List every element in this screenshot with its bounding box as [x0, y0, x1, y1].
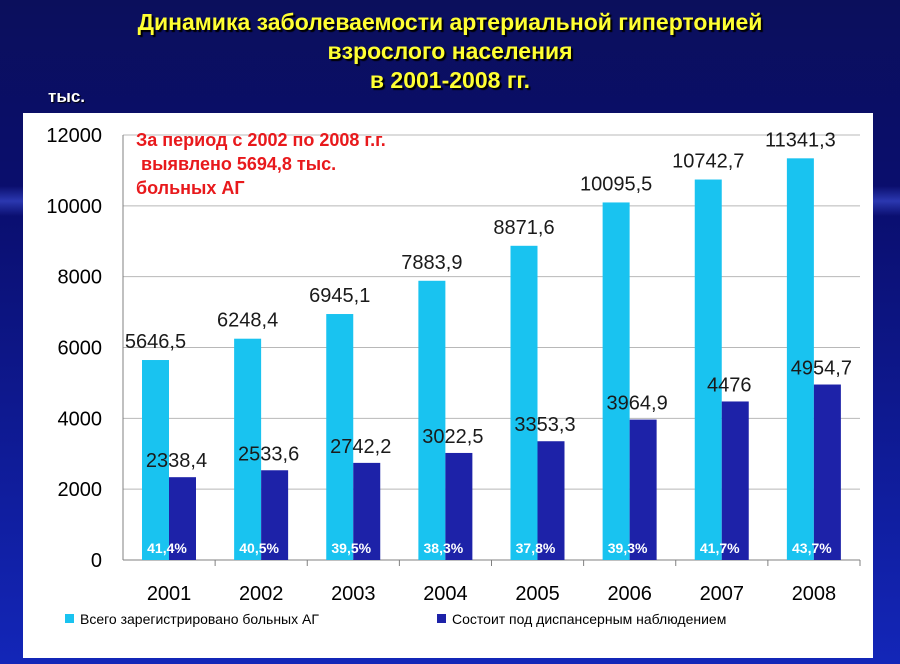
x-tick-label: 2005 — [515, 583, 560, 605]
y-tick-label: 0 — [91, 550, 102, 572]
bar-observed-label: 4476 — [707, 374, 752, 396]
y-tick-label: 12000 — [46, 125, 102, 147]
bar-total — [142, 360, 169, 560]
percent-label: 39,3% — [608, 540, 648, 556]
unit-label: тыс. — [48, 87, 86, 106]
percent-label: 40,5% — [239, 540, 279, 556]
bar-observed — [169, 477, 196, 560]
bar-total — [510, 245, 538, 561]
bar-observed-label: 2533,6 — [238, 443, 299, 465]
bar-total-label: 6945,1 — [309, 285, 370, 307]
bar-total — [326, 314, 354, 560]
bar-total-label: 11341,3 — [765, 129, 836, 151]
bar-observed-label: 2742,2 — [330, 436, 391, 458]
bar-observed — [537, 441, 565, 560]
bar-total-label: 6248,4 — [217, 310, 278, 332]
bar-observed-label: 2338,4 — [146, 450, 207, 472]
percent-label: 38,3% — [424, 540, 464, 556]
bar-observed-label: 3022,5 — [422, 426, 483, 448]
legend-swatch-total — [65, 614, 74, 623]
percent-label: 37,8% — [516, 540, 556, 556]
y-tick-label: 10000 — [46, 196, 102, 218]
bar-total-label: 8871,6 — [493, 217, 554, 239]
legend-label-observed: Состоит под диспансерным наблюдением — [452, 611, 726, 627]
bar-observed — [721, 401, 749, 560]
bar-observed — [353, 462, 381, 560]
bar-total-label: 5646,5 — [125, 331, 186, 353]
y-tick-label: 6000 — [58, 338, 103, 360]
y-tick-label: 2000 — [58, 479, 103, 501]
bar-total-label: 10095,5 — [580, 173, 652, 195]
title-line-2: взрослого населения — [327, 38, 573, 64]
title-line-3: в 2001-2008 гг. — [369, 67, 531, 93]
bar-observed-label: 4954,7 — [791, 358, 852, 380]
bar-total-label: 10742,7 — [672, 151, 744, 173]
x-tick-label: 2004 — [423, 583, 468, 605]
percent-label: 41,4% — [147, 540, 187, 556]
y-tick-label: 4000 — [58, 408, 103, 430]
bar-observed — [813, 384, 841, 560]
bar-total — [418, 280, 446, 560]
x-tick-label: 2006 — [607, 583, 652, 605]
legend-label-total: Всего зарегистрировано больных АГ — [80, 611, 319, 627]
annotation-line-2: выявлено 5694,8 тыс. — [136, 154, 337, 174]
percent-label: 41,7% — [700, 540, 740, 556]
x-tick-label: 2008 — [792, 583, 837, 605]
page-title: Динамика заболеваемости артериальной гип… — [0, 8, 900, 95]
percent-label: 43,7% — [792, 540, 832, 556]
chart-annotation: За период с 2002 по 2008 г.г. выявлено 5… — [136, 128, 386, 200]
percent-label: 39,5% — [331, 540, 371, 556]
bar-observed — [445, 452, 473, 560]
annotation-line-1: За период с 2002 по 2008 г.г. — [136, 130, 386, 150]
x-tick-label: 2001 — [147, 583, 192, 605]
title-line-1: Динамика заболеваемости артериальной гип… — [137, 9, 763, 35]
legend-swatch-observed — [437, 614, 446, 623]
annotation-line-3: больных АГ — [136, 178, 245, 198]
y-tick-label: 8000 — [58, 267, 103, 289]
bar-total — [234, 338, 262, 560]
bar-total-label: 7883,9 — [401, 252, 462, 274]
x-tick-label: 2003 — [331, 583, 376, 605]
bar-total — [786, 158, 814, 560]
bar-observed-label: 3964,9 — [607, 393, 668, 415]
bar-observed — [261, 470, 289, 560]
bar-total — [694, 179, 722, 561]
bar-total — [602, 202, 630, 560]
bar-observed-label: 3353,3 — [514, 414, 575, 436]
x-tick-label: 2007 — [700, 583, 745, 605]
bar-observed — [629, 419, 657, 560]
x-tick-label: 2002 — [239, 583, 284, 605]
